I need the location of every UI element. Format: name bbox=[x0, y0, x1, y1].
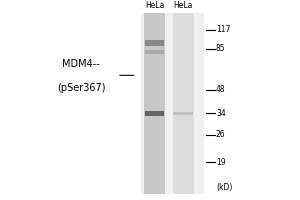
Text: 48: 48 bbox=[216, 85, 226, 94]
Text: HeLa: HeLa bbox=[145, 1, 164, 10]
Bar bbox=[172, 13, 194, 194]
Text: 34: 34 bbox=[216, 109, 226, 118]
Bar bbox=[145, 50, 164, 54]
Bar bbox=[141, 13, 204, 194]
Text: 26: 26 bbox=[216, 130, 226, 139]
Text: 117: 117 bbox=[216, 25, 230, 34]
Bar bbox=[145, 111, 164, 116]
Text: (kD): (kD) bbox=[216, 183, 232, 192]
Text: MDM4--: MDM4-- bbox=[62, 59, 100, 69]
Text: (pSer367): (pSer367) bbox=[57, 83, 105, 93]
Bar bbox=[145, 40, 164, 46]
Text: 85: 85 bbox=[216, 44, 226, 53]
Bar bbox=[173, 112, 193, 115]
Bar bbox=[144, 13, 165, 194]
Text: HeLa: HeLa bbox=[173, 1, 193, 10]
Text: 19: 19 bbox=[216, 158, 226, 167]
